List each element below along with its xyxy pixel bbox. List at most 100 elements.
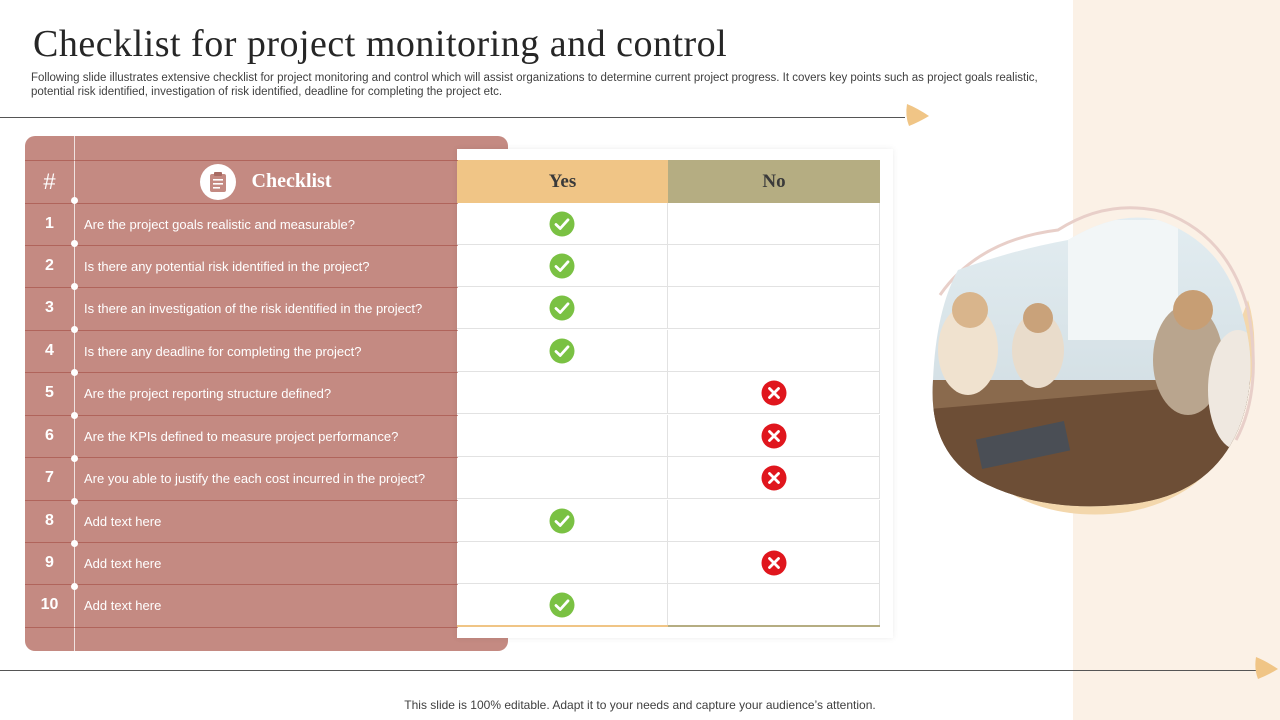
row-divider (25, 245, 458, 246)
row-number: 3 (45, 299, 54, 316)
row-divider (25, 160, 458, 161)
yes-cell (457, 457, 668, 499)
row-divider (25, 542, 458, 543)
table-row: 5 Are the project reporting structure de… (25, 372, 880, 414)
row-question: Is there an investigation of the risk id… (84, 300, 423, 316)
table-row: 6 Are the KPIs defined to measure projec… (25, 415, 880, 457)
row-divider (25, 415, 458, 416)
table-row: 9 Add text here (25, 542, 880, 584)
page-subtitle: Following slide illustrates extensive ch… (31, 72, 1038, 98)
row-question: Add text here (84, 513, 162, 529)
row-question: Is there any deadline for completing the… (84, 343, 362, 359)
row-question: Are you able to justify the each cost in… (84, 470, 426, 486)
clipboard-icon (199, 163, 236, 200)
yes-cell (457, 287, 668, 329)
no-cell (668, 542, 880, 584)
timeline-dot (71, 498, 78, 505)
row-number: 8 (45, 512, 54, 529)
check-circle-icon (549, 338, 575, 363)
row-divider (25, 584, 458, 585)
page-title: Checklist for project monitoring and con… (33, 23, 728, 65)
yes-cell (457, 330, 668, 372)
no-cell (668, 372, 880, 414)
header-no: No (668, 160, 880, 203)
row-question: Are the project reporting structure defi… (84, 385, 332, 401)
top-divider (0, 117, 905, 118)
table-row: 8 Add text here (25, 500, 880, 542)
row-question: Add text here (84, 555, 162, 571)
row-divider (25, 203, 458, 204)
checklist-panel (25, 136, 508, 651)
row-number: 4 (45, 342, 54, 359)
footer-note: This slide is 100% editable. Adapt it to… (0, 698, 1280, 712)
no-cell (668, 584, 880, 626)
row-question: Are the KPIs defined to measure project … (84, 428, 399, 444)
row-number: 7 (45, 469, 54, 486)
no-cell (668, 500, 880, 542)
table-row: 3 Is there an investigation of the risk … (25, 287, 880, 329)
yes-cell (457, 584, 668, 626)
no-cell (668, 287, 880, 329)
no-cell (668, 457, 880, 499)
yes-cell (457, 415, 668, 457)
check-circle-icon (549, 592, 575, 617)
header-checklist: Checklist (74, 160, 457, 203)
check-circle-icon (549, 295, 575, 320)
no-cell (668, 330, 880, 372)
footer-text: This slide is 100% editable. Adapt it to… (404, 698, 876, 712)
no-column-baseline (668, 625, 880, 627)
no-cell (668, 245, 880, 287)
table-row: 4 Is there any deadline for completing t… (25, 330, 880, 372)
yes-cell (457, 203, 668, 245)
row-number: 9 (45, 554, 54, 571)
yes-cell (457, 372, 668, 414)
header-number: # (43, 168, 56, 194)
table-row: 10 Add text here (25, 584, 880, 626)
cross-circle-icon (761, 423, 786, 448)
table-header: # Checklist Yes No (25, 160, 880, 203)
no-cell (668, 203, 880, 245)
bottom-divider (0, 670, 1258, 671)
row-question: Are the project goals realistic and meas… (84, 216, 355, 232)
check-circle-icon (549, 211, 575, 236)
check-circle-icon (549, 253, 575, 278)
answers-card (457, 149, 893, 638)
cross-circle-icon (761, 380, 786, 405)
table-row: 7 Are you able to justify the each cost … (25, 457, 880, 499)
row-number: 5 (45, 384, 54, 401)
no-cell (668, 415, 880, 457)
row-number: 6 (45, 427, 54, 444)
timeline-dot (71, 283, 78, 290)
arrow-tip-icon (1255, 657, 1278, 679)
cross-circle-icon (761, 465, 786, 490)
meeting-photo (932, 206, 1255, 515)
row-question: Add text here (84, 597, 162, 613)
header-checklist-label: Checklist (251, 170, 332, 192)
timeline-dot (71, 197, 78, 204)
row-number: 10 (40, 596, 59, 613)
row-divider (25, 287, 458, 288)
yes-column-baseline (457, 625, 668, 627)
timeline-dot (71, 412, 78, 419)
row-divider (25, 627, 458, 628)
cross-circle-icon (761, 550, 786, 575)
table-row: 1 Are the project goals realistic and me… (25, 203, 880, 245)
yes-cell (457, 245, 668, 287)
row-divider (25, 457, 458, 458)
header-yes: Yes (457, 160, 668, 203)
row-divider (25, 372, 458, 373)
timeline-line (74, 136, 75, 651)
timeline-dot (71, 326, 78, 333)
timeline-dot (71, 455, 78, 462)
row-number: 2 (45, 257, 54, 274)
row-question: Is there any potential risk identified i… (84, 258, 370, 274)
row-divider (25, 330, 458, 331)
yes-cell (457, 500, 668, 542)
arrow-tip-icon (906, 104, 929, 126)
timeline-dot (71, 369, 78, 376)
timeline-dot (71, 240, 78, 247)
row-number: 1 (45, 215, 54, 232)
timeline-dot (71, 540, 78, 547)
timeline-dot (71, 583, 78, 590)
check-circle-icon (549, 508, 575, 533)
